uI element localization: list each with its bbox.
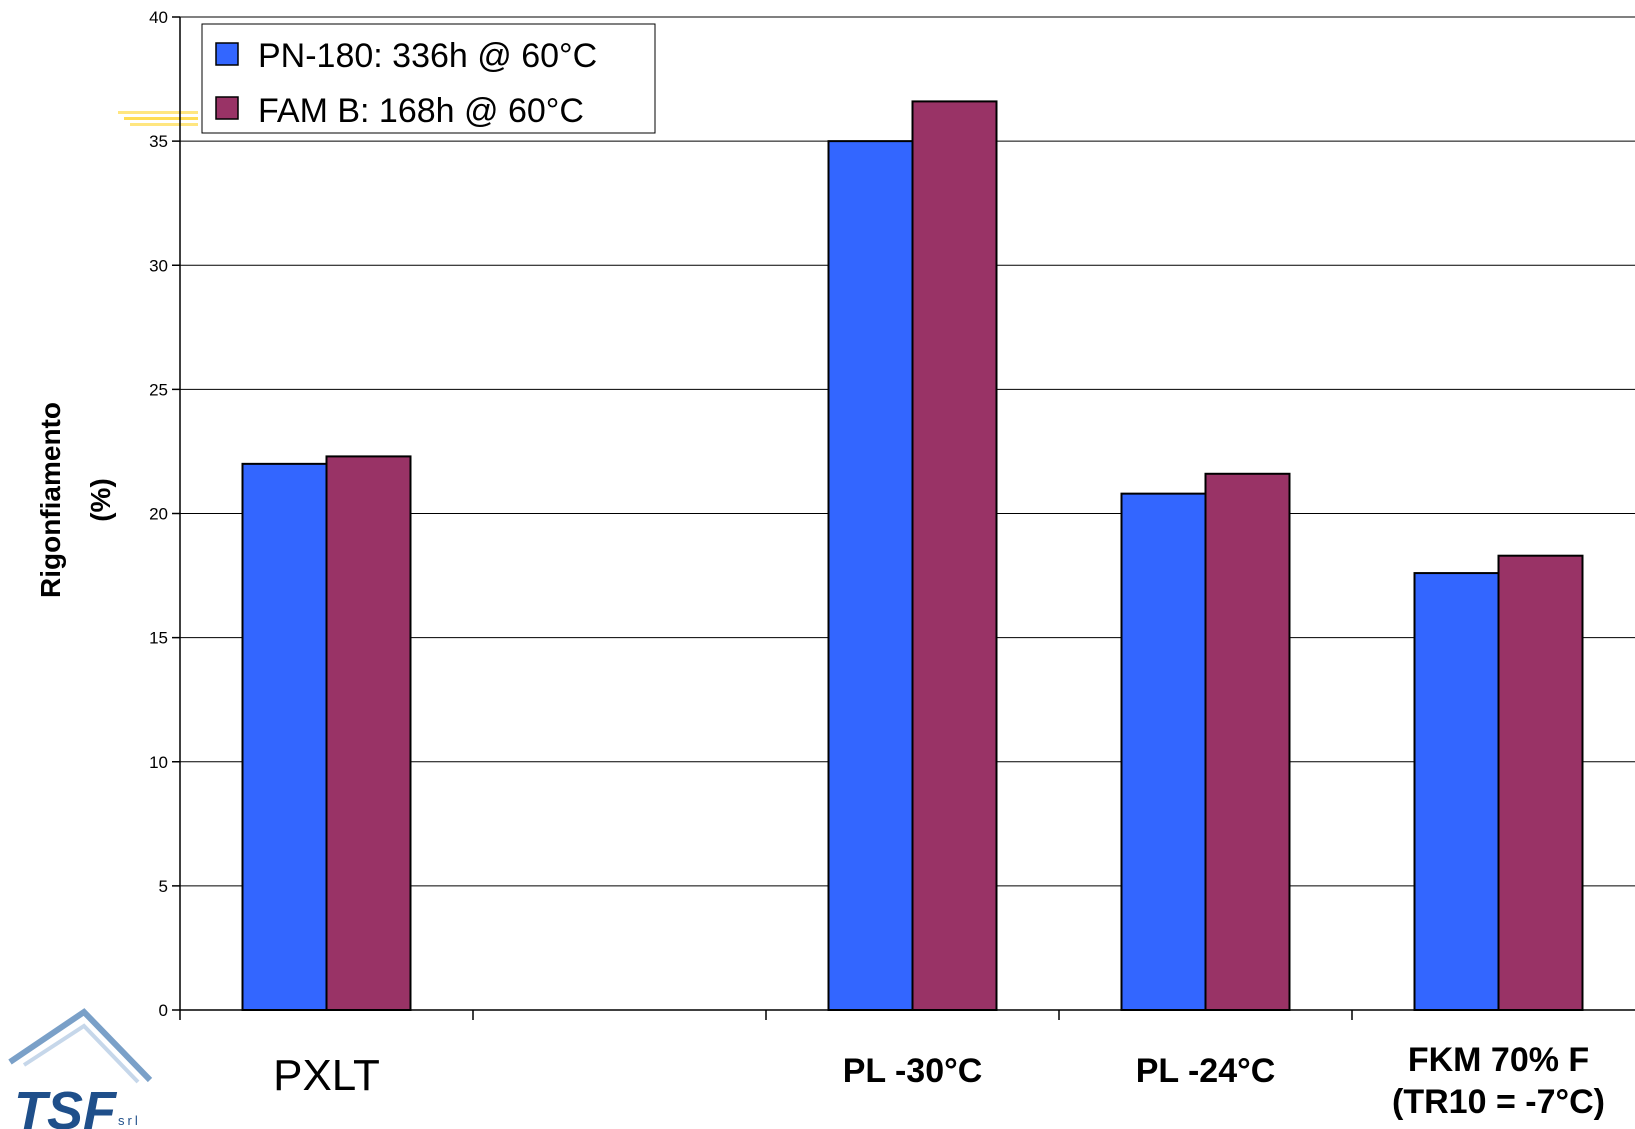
category-labels: PXLT PL -30°C PL -24°C FKM 70% F (TR10 = -7°… — [273, 1041, 1605, 1121]
legend-swatch-series-1 — [215, 42, 239, 66]
logo-text: TSF — [14, 1081, 118, 1129]
bar-series1-cat3 — [827, 140, 914, 1011]
logo-roof — [8, 1008, 153, 1083]
legend-box — [201, 23, 656, 134]
axes — [172, 16, 1635, 1020]
bar-series1-cat1 — [241, 462, 328, 1012]
y-tick-label-30: 30 — [149, 256, 168, 275]
y-tick-label-0: 0 — [159, 1001, 168, 1020]
category-label-5: FKM 70% F (TR10 = -7°C) — [1392, 1041, 1605, 1121]
category-label-4: PL -24°C — [1136, 1052, 1276, 1090]
y-tick-label-5: 5 — [159, 877, 168, 896]
legend-label-series-2: FAM B: 168h @ 60°C — [258, 92, 584, 130]
legend: PN-180: 336h @ 60°C FAM B: 168h @ 60°C — [201, 23, 656, 134]
y-tick-label-40: 40 — [149, 8, 168, 27]
y-tick-label-25: 25 — [149, 380, 168, 399]
y-tick-labels: 0 5 10 15 20 25 30 35 40 — [149, 8, 168, 1020]
bar-series2-cat1 — [325, 455, 412, 1011]
y-tick-label-20: 20 — [149, 505, 168, 524]
bar-series2-cat4 — [1204, 472, 1291, 1011]
bar-series2-cat3 — [911, 100, 998, 1011]
category-label-1: PXLT — [273, 1051, 380, 1100]
bar-series2-cat5 — [1497, 554, 1584, 1011]
category-label-3: PL -30°C — [843, 1052, 983, 1090]
y-tick-label-10: 10 — [149, 753, 168, 772]
decorative-streak — [118, 111, 198, 126]
legend-label-series-1: PN-180: 336h @ 60°C — [258, 37, 597, 75]
legend-swatch-series-2 — [215, 96, 239, 120]
logo-roof-inner — [22, 1023, 140, 1084]
bars — [241, 100, 1584, 1012]
company-logo: TSF srl — [8, 1008, 153, 1129]
bar-series1-cat4 — [1120, 492, 1207, 1011]
bar-series1-cat5 — [1413, 572, 1500, 1012]
logo-suffix: srl — [118, 1113, 141, 1128]
y-axis-label: Rigonfiamento (%) — [35, 402, 116, 598]
y-tick-label-35: 35 — [149, 132, 168, 151]
y-tick-label-15: 15 — [149, 629, 168, 648]
